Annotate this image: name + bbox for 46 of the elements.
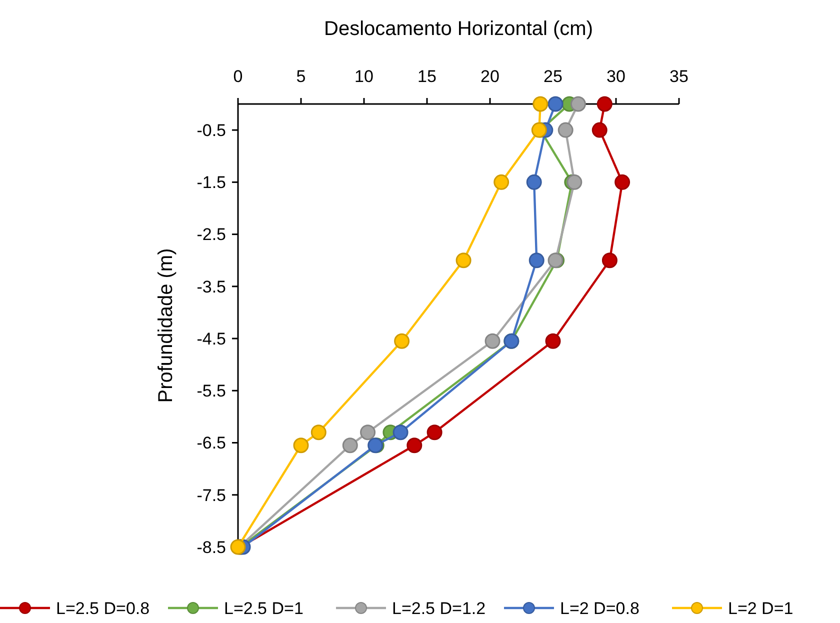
y-tick-label: -8.5 bbox=[196, 538, 226, 557]
point bbox=[310, 424, 326, 440]
point bbox=[456, 252, 472, 268]
point bbox=[484, 333, 500, 349]
legend-label: L=2 D=0.8 bbox=[560, 598, 640, 618]
y-axis-title: Profundidade (m) bbox=[155, 248, 177, 403]
y-tick-label: -3.5 bbox=[196, 277, 226, 296]
y-tick-label: -7.5 bbox=[196, 486, 226, 505]
point bbox=[592, 122, 608, 138]
point bbox=[392, 424, 408, 440]
y-tick-label: -2.5 bbox=[196, 225, 226, 244]
point bbox=[528, 252, 544, 268]
point bbox=[526, 174, 542, 190]
x-tick-label: 35 bbox=[670, 67, 688, 86]
x-axis-title: Deslocamento Horizontal (cm) bbox=[324, 18, 593, 40]
x-tick-label: 25 bbox=[544, 67, 562, 86]
y-tick-label: -5.5 bbox=[196, 382, 226, 401]
point bbox=[602, 252, 618, 268]
point bbox=[545, 333, 561, 349]
x-tick-label: 0 bbox=[233, 67, 243, 86]
legend-label: L=2.5 D=0.8 bbox=[56, 598, 150, 618]
x-tick-label: 15 bbox=[418, 67, 436, 86]
x-tick-label: 10 bbox=[354, 67, 374, 86]
point bbox=[570, 96, 586, 112]
point bbox=[360, 424, 376, 440]
point bbox=[394, 333, 410, 349]
point bbox=[406, 438, 422, 454]
point bbox=[342, 438, 358, 454]
point bbox=[494, 174, 510, 190]
x-tick-label: 20 bbox=[480, 67, 500, 86]
y-tick-label: -1.5 bbox=[196, 173, 226, 192]
point bbox=[426, 424, 442, 440]
x-tick-label: 30 bbox=[606, 67, 626, 86]
point bbox=[293, 438, 309, 454]
legend-label: L=2.5 D=1.2 bbox=[392, 598, 486, 618]
legend-label: L=2.5 D=1 bbox=[224, 598, 304, 618]
point bbox=[596, 96, 612, 112]
y-tick-label: -0.5 bbox=[196, 121, 226, 140]
point bbox=[548, 96, 564, 112]
legend-label: L=2 D=1 bbox=[728, 598, 794, 618]
point bbox=[614, 174, 630, 190]
y-tick-label: -6.5 bbox=[196, 434, 226, 453]
x-tick-label: 5 bbox=[296, 67, 306, 86]
point bbox=[532, 96, 548, 112]
point bbox=[558, 122, 574, 138]
y-tick-label: -4.5 bbox=[196, 329, 226, 348]
